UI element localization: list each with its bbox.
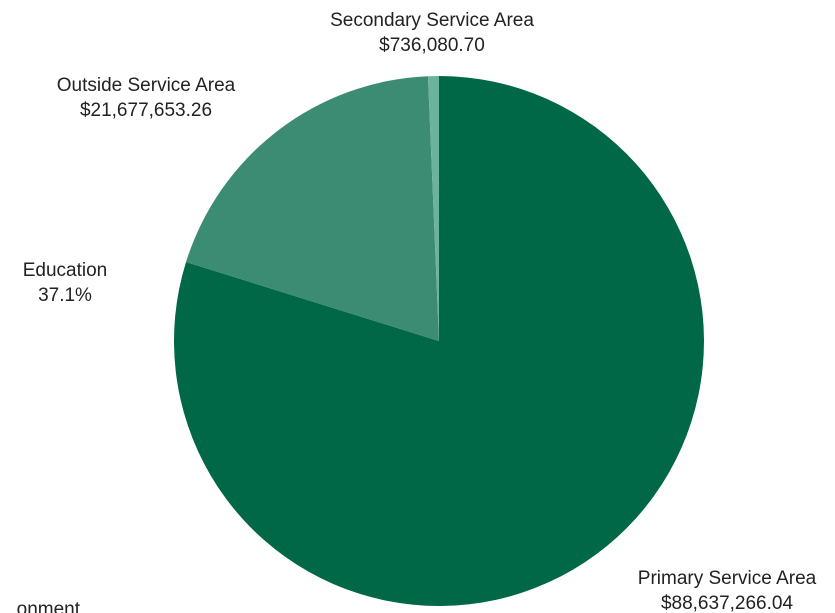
slice-label-secondary-service-area: Secondary Service Area $736,080.70	[300, 8, 564, 58]
pie-slice-primary-service-area	[173, 76, 704, 607]
annotation-education: Education 37.1%	[0, 258, 130, 308]
slice-value-primary: $88,637,266.04	[660, 593, 794, 613]
slice-value-outside: $21,677,653.26	[79, 100, 213, 121]
slice-name-primary: Primary Service Area	[637, 568, 817, 589]
slice-name-outside: Outside Service Area	[56, 75, 236, 96]
pie-slice-secondary-service-area	[427, 76, 439, 341]
slice-label-outside-service-area: Outside Service Area $21,677,653.26	[26, 73, 266, 123]
annotation-education-label: Education	[22, 260, 108, 281]
slice-value-secondary: $736,080.70	[379, 35, 485, 56]
pie-slice-outside-service-area	[186, 76, 439, 341]
annotation-clipped-text: onment	[16, 599, 80, 613]
annotation-education-value: 37.1%	[38, 285, 92, 306]
slice-label-primary-service-area: Primary Service Area $88,637,266.04	[612, 566, 835, 613]
slice-name-secondary: Secondary Service Area	[330, 10, 534, 31]
annotation-clipped-label: onment	[0, 597, 80, 613]
